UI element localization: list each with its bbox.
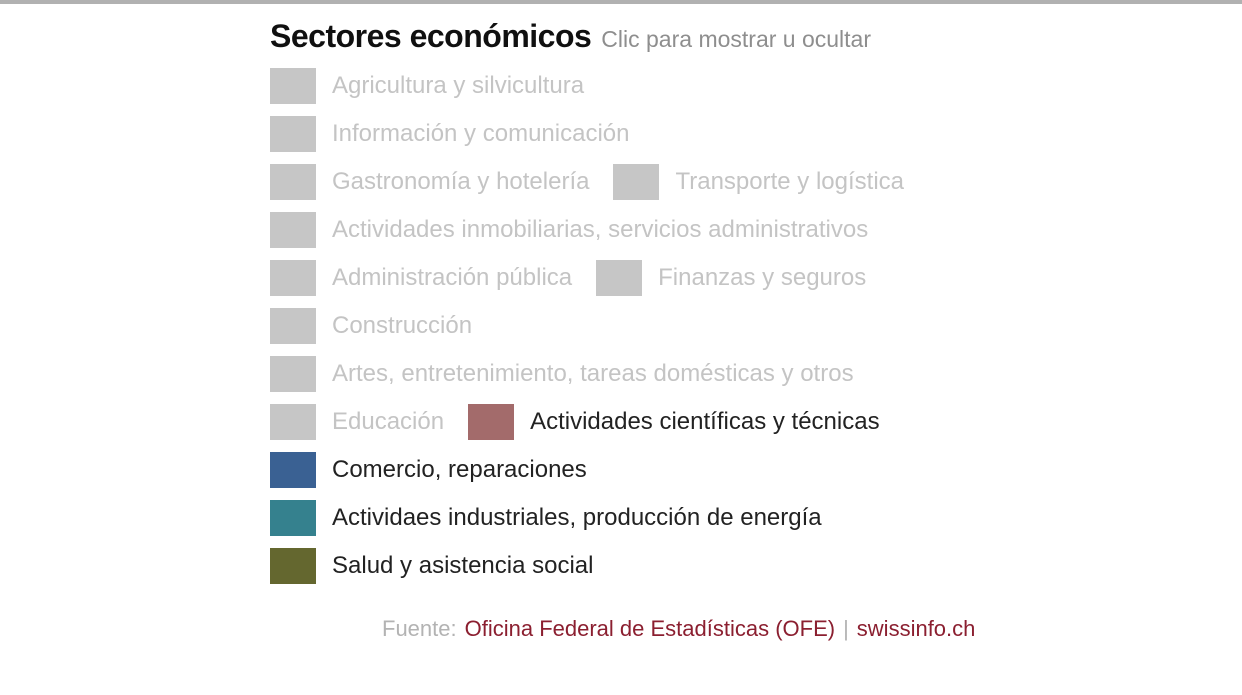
legend-item-finanzas-y-seguros[interactable]: Finanzas y seguros	[596, 260, 866, 296]
legend: Agricultura y silvicultura Información y …	[270, 62, 904, 590]
source-separator: |	[843, 616, 849, 641]
legend-row: Administración pública Finanzas y seguros	[270, 254, 904, 302]
legend-item-actividades-inmobiliarias-servicios-administrativos[interactable]: Actividades inmobiliarias, servicios adm…	[270, 212, 868, 248]
legend-label[interactable]: Gastronomía y hotelería	[332, 168, 590, 195]
legend-item-comercio-reparaciones[interactable]: Comercio, reparaciones	[270, 452, 587, 488]
legend-swatch[interactable]	[270, 260, 316, 296]
legend-item-actividaes-industriales-produccion-de-energia[interactable]: Actividaes industriales, producción de e…	[270, 500, 822, 536]
legend-row: Actividaes industriales, producción de e…	[270, 494, 904, 542]
top-border	[0, 0, 1242, 4]
legend-swatch[interactable]	[270, 356, 316, 392]
legend-row: Artes, entretenimiento, tareas doméstica…	[270, 350, 904, 398]
legend-row: Comercio, reparaciones	[270, 446, 904, 494]
legend-item-informacion-y-comunicacion[interactable]: Información y comunicación	[270, 116, 629, 152]
legend-label[interactable]: Comercio, reparaciones	[332, 456, 587, 483]
legend-swatch[interactable]	[270, 452, 316, 488]
legend-row: Agricultura y silvicultura	[270, 62, 904, 110]
legend-swatch[interactable]	[613, 164, 660, 200]
legend-header: Sectores económicos Clic para mostrar u o…	[270, 18, 871, 55]
legend-item-educacion[interactable]: Educación	[270, 404, 444, 440]
legend-label[interactable]: Agricultura y silvicultura	[332, 72, 585, 99]
legend-item-administracion-publica[interactable]: Administración pública	[270, 260, 572, 296]
legend-swatch[interactable]	[270, 68, 316, 104]
legend-swatch[interactable]	[270, 164, 316, 200]
legend-swatch[interactable]	[468, 404, 515, 440]
source-prefix: Fuente:	[382, 616, 457, 641]
legend-swatch[interactable]	[270, 404, 316, 440]
legend-row: Actividades inmobiliarias, servicios adm…	[270, 206, 904, 254]
legend-item-actividades-cientificas-y-tecnicas[interactable]: Actividades científicas y técnicas	[468, 404, 880, 440]
legend-swatch[interactable]	[270, 548, 316, 584]
legend-label[interactable]: Educación	[332, 408, 445, 435]
legend-label[interactable]: Finanzas y seguros	[658, 264, 867, 291]
legend-row: Información y comunicación	[270, 110, 904, 158]
legend-label[interactable]: Administración pública	[332, 264, 573, 291]
legend-row: Salud y asistencia social	[270, 542, 904, 590]
page-subtitle: Clic para mostrar u ocultar	[601, 26, 871, 52]
legend-item-agricultura-y-silvicultura[interactable]: Agricultura y silvicultura	[270, 68, 584, 104]
legend-swatch[interactable]	[270, 500, 316, 536]
legend-label[interactable]: Actividades científicas y técnicas	[530, 408, 880, 435]
legend-label[interactable]: Artes, entretenimiento, tareas doméstica…	[332, 360, 854, 387]
legend-item-transporte-y-logistica[interactable]: Transporte y logística	[613, 164, 904, 200]
legend-swatch[interactable]	[270, 116, 316, 152]
source-line: Fuente: Oficina Federal de Estadísticas (…	[382, 616, 975, 642]
legend-swatch[interactable]	[270, 308, 316, 344]
legend-row: Construcción	[270, 302, 904, 350]
legend-item-artes-entretenimiento-tareas-domesticas-y-otros[interactable]: Artes, entretenimiento, tareas doméstica…	[270, 356, 854, 392]
legend-label[interactable]: Actividades inmobiliarias, servicios adm…	[332, 216, 869, 243]
source-link-swissinfo[interactable]: swissinfo.ch	[856, 616, 976, 641]
legend-label[interactable]: Transporte y logística	[675, 168, 905, 195]
source-link-ofe[interactable]: Oficina Federal de Estadísticas (OFE)	[464, 616, 836, 641]
legend-swatch[interactable]	[270, 212, 316, 248]
legend-label[interactable]: Actividaes industriales, producción de e…	[332, 504, 822, 531]
legend-label[interactable]: Construcción	[332, 312, 473, 339]
legend-row: Educación Actividades científicas y técni…	[270, 398, 904, 446]
legend-item-salud-y-asistencia-social[interactable]: Salud y asistencia social	[270, 548, 593, 584]
legend-label[interactable]: Información y comunicación	[332, 120, 630, 147]
legend-row: Gastronomía y hotelería Transporte y logí…	[270, 158, 904, 206]
legend-item-gastronomia-y-hoteleria[interactable]: Gastronomía y hotelería	[270, 164, 589, 200]
page-title: Sectores económicos	[270, 18, 592, 54]
legend-item-construccion[interactable]: Construcción	[270, 308, 472, 344]
legend-label[interactable]: Salud y asistencia social	[332, 552, 594, 579]
legend-swatch[interactable]	[596, 260, 643, 296]
